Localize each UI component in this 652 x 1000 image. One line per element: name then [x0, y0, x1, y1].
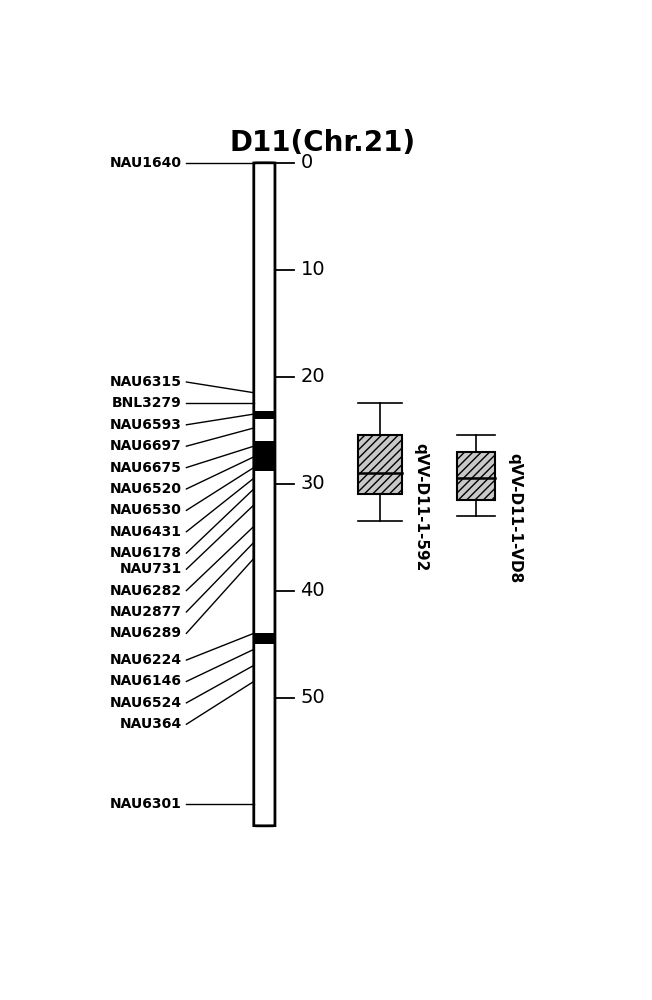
Bar	[358, 435, 402, 494]
Text: NAU6431: NAU6431	[110, 525, 182, 539]
Text: 20: 20	[301, 367, 325, 386]
Text: NAU6282: NAU6282	[110, 584, 182, 598]
Bar	[254, 411, 275, 419]
Text: NAU6593: NAU6593	[110, 418, 182, 432]
Text: NAU6524: NAU6524	[110, 696, 182, 710]
Bar	[254, 441, 275, 471]
Text: NAU6697: NAU6697	[110, 439, 182, 453]
Text: NAU731: NAU731	[119, 562, 182, 576]
FancyBboxPatch shape	[254, 163, 275, 826]
Text: NAU6289: NAU6289	[110, 626, 182, 640]
Text: NAU6520: NAU6520	[110, 482, 182, 496]
Bar	[457, 452, 496, 500]
Text: 10: 10	[301, 260, 325, 279]
Text: NAU1640: NAU1640	[110, 156, 182, 170]
Text: NAU364: NAU364	[119, 717, 182, 731]
Text: NAU2877: NAU2877	[110, 605, 182, 619]
Text: NAU6224: NAU6224	[110, 653, 182, 667]
Text: NAU6301: NAU6301	[110, 797, 182, 811]
Text: 40: 40	[301, 581, 325, 600]
Text: D11(Chr.21): D11(Chr.21)	[229, 129, 415, 157]
Text: NAU6530: NAU6530	[110, 503, 182, 517]
Text: NAU6146: NAU6146	[110, 674, 182, 688]
Text: 50: 50	[301, 688, 325, 707]
Text: qVV-D11-1-592: qVV-D11-1-592	[413, 443, 428, 572]
Text: qVV-D11-1-VD8: qVV-D11-1-VD8	[507, 453, 522, 583]
Text: BNL3279: BNL3279	[112, 396, 182, 410]
Text: 0: 0	[301, 153, 313, 172]
Text: NAU6675: NAU6675	[110, 461, 182, 475]
Bar	[254, 633, 275, 644]
Text: NAU6315: NAU6315	[110, 375, 182, 389]
Text: NAU6178: NAU6178	[110, 546, 182, 560]
Text: 30: 30	[301, 474, 325, 493]
